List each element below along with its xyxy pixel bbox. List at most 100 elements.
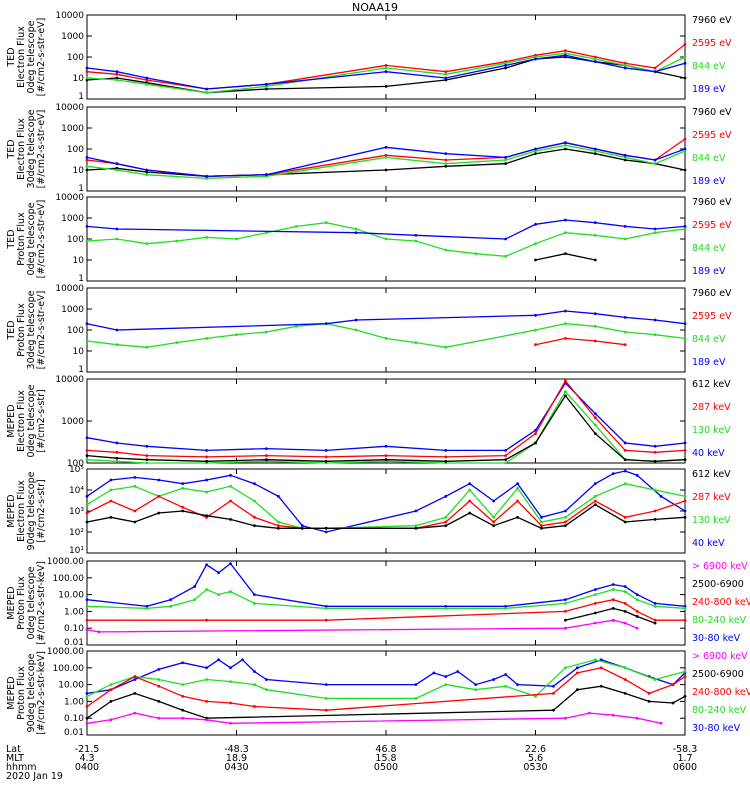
data-point [157, 478, 161, 482]
data-point [444, 683, 448, 686]
data-point [683, 441, 687, 445]
data-point [97, 630, 101, 634]
data-point [623, 237, 627, 241]
series-line [86, 394, 686, 462]
data-point [540, 526, 543, 530]
data-point [432, 671, 436, 675]
data-point [593, 658, 597, 662]
y-axis-label-line: MEPED [6, 404, 17, 437]
data-point [593, 55, 597, 59]
data-point [552, 684, 555, 688]
data-point [133, 675, 137, 678]
data-point [384, 66, 388, 70]
data-point [653, 459, 657, 463]
data-point [534, 242, 537, 246]
data-point [444, 607, 448, 610]
data-point [229, 680, 232, 684]
y-axis-label-line: TED [6, 47, 17, 67]
data-point [492, 499, 496, 503]
data-point [324, 526, 328, 530]
data-point [276, 520, 280, 524]
data-point [85, 158, 89, 162]
data-point [564, 218, 567, 222]
x-tick-label: 0500 [374, 762, 398, 773]
legend-entry: 2595 eV [692, 38, 732, 49]
legend-entry: 189 eV [692, 266, 726, 277]
data-point [133, 509, 137, 513]
data-point [85, 705, 89, 708]
data-point [683, 147, 687, 151]
data-point [504, 607, 507, 610]
data-point [653, 318, 657, 322]
y-axis-label-line: 0deg telescope [26, 202, 37, 275]
data-point [534, 428, 537, 432]
data-point [414, 233, 418, 237]
data-point [85, 628, 89, 632]
data-point [504, 254, 507, 258]
y-axis-label-line: Proton Flux [16, 303, 27, 357]
legend-entry: 2500-6900 [692, 579, 744, 590]
data-point [229, 562, 232, 566]
x-tick-label: 4.3 [79, 753, 94, 764]
y-tick-label: 10¹ [69, 546, 84, 556]
y-tick-label: 100 [67, 235, 84, 245]
y-axis-label-line: 30deg telescope [26, 290, 37, 369]
data-point [85, 458, 89, 462]
data-point [623, 691, 627, 695]
data-point [85, 66, 89, 70]
y-axis-label-line: [#/cm2-s-str-eV] [36, 18, 47, 97]
data-point [414, 509, 418, 513]
data-point [276, 524, 280, 528]
data-point [384, 168, 388, 172]
data-point [653, 509, 657, 513]
data-point [145, 76, 149, 80]
y-tick-label: 1000 [61, 124, 84, 134]
data-point [516, 486, 519, 490]
data-point [205, 176, 209, 180]
data-point [593, 416, 597, 420]
data-point [564, 51, 567, 55]
data-point [253, 683, 256, 686]
data-point [492, 524, 496, 528]
legend-entry: 80-240 keV [692, 705, 747, 716]
legend-entry: 287 keV [692, 402, 731, 413]
data-point [534, 147, 537, 151]
data-point [384, 237, 388, 241]
plot-title: NOAA19 [351, 1, 399, 14]
data-point [623, 330, 627, 334]
data-point [611, 472, 615, 476]
y-tick-label: 1000.00 [47, 557, 84, 567]
data-point [85, 691, 89, 695]
legend-entry: > 6900 keV [692, 651, 748, 662]
legend-entry: 240-800 keV [692, 597, 750, 608]
data-point [575, 671, 579, 675]
data-point [145, 173, 149, 177]
data-point [504, 158, 507, 162]
data-point [623, 666, 627, 670]
data-point [564, 515, 567, 519]
data-point [623, 590, 627, 594]
data-point [205, 490, 209, 494]
data-point [235, 333, 238, 337]
data-point [534, 152, 537, 156]
y-tick-label: 1000 [61, 305, 84, 315]
y-tick-label: 10 [73, 347, 85, 357]
data-point [169, 604, 173, 608]
legend-entry: 240-800 keV [692, 687, 750, 698]
data-point [265, 678, 268, 681]
data-point [564, 390, 567, 394]
y-tick-label: 10000 [55, 11, 84, 21]
y-tick-label: 10.00 [58, 591, 84, 601]
data-point [623, 458, 627, 462]
data-point [444, 76, 448, 80]
series-line [535, 337, 626, 346]
data-point [115, 76, 119, 80]
data-point [564, 49, 567, 53]
data-point [683, 515, 687, 519]
data-point [683, 55, 687, 59]
data-point [623, 153, 627, 157]
data-point [593, 258, 597, 262]
y-tick-label: 1.00 [64, 697, 84, 707]
data-point [623, 601, 627, 605]
data-point [683, 607, 687, 610]
